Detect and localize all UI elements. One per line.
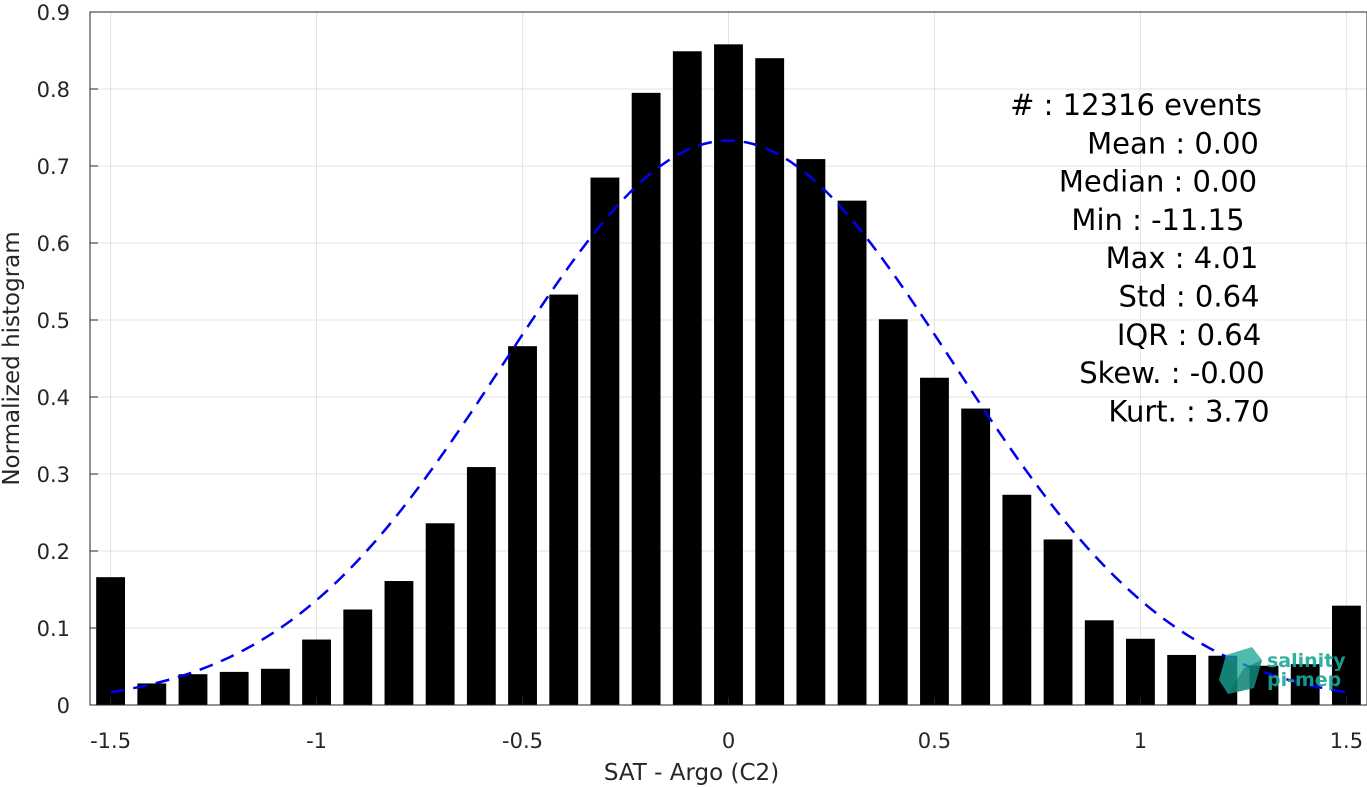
- y-tick-label: 0.9: [37, 1, 70, 25]
- stat-min: Min : -11.15: [1071, 203, 1244, 237]
- histogram-bar: [1084, 620, 1114, 705]
- y-tick-labels: 0 0.1 0.2 0.3 0.4 0.5 0.6 0.7 0.8 0.9: [37, 1, 70, 718]
- x-tick-label: -1.5: [90, 729, 131, 753]
- stats-block: # : 12316 events Mean : 0.00 Median : 0.…: [1010, 88, 1269, 428]
- y-tick-label: 0.5: [37, 309, 70, 333]
- histogram-bar: [755, 58, 785, 705]
- histogram-bar: [1290, 664, 1320, 705]
- x-tick-label: 0: [722, 729, 735, 753]
- x-tick-label: 1: [1134, 729, 1147, 753]
- histogram-bar: [1002, 494, 1032, 705]
- stat-max: Max : 4.01: [1106, 241, 1259, 275]
- y-tick-label: 0.1: [37, 617, 70, 641]
- x-tick-label: -0.5: [502, 729, 543, 753]
- y-tick-label: 0: [57, 694, 70, 718]
- histogram-bar: [96, 577, 126, 705]
- gaussian-fit-curve: [110, 139, 1347, 694]
- y-tick-label: 0.3: [37, 463, 70, 487]
- histogram-bar: [178, 674, 208, 705]
- y-tick-label: 0.7: [37, 155, 70, 179]
- histogram-bar: [961, 408, 991, 705]
- logo-text-salinity: salinity: [1267, 650, 1346, 672]
- salinity-pimep-logo: salinity pi-mep: [1219, 647, 1346, 694]
- x-tick-label: -1: [306, 729, 327, 753]
- stat-iqr: IQR : 0.64: [1117, 318, 1261, 352]
- histogram-bar: [837, 200, 867, 705]
- y-tick-label: 0.6: [37, 232, 70, 256]
- histogram-bar: [1167, 654, 1197, 705]
- histogram-bar: [219, 671, 249, 705]
- histogram-bar: [672, 51, 702, 705]
- histogram-bar: [425, 523, 455, 705]
- bars-layer: [96, 44, 1361, 706]
- histogram-bar: [466, 467, 496, 705]
- histogram-bar: [1331, 605, 1361, 705]
- histogram-bar: [1126, 638, 1155, 705]
- histogram-bar: [384, 581, 414, 705]
- histogram-bar: [796, 159, 826, 705]
- stat-kurtosis: Kurt. : 3.70: [1108, 394, 1269, 428]
- stat-skewness: Skew. : -0.00: [1079, 356, 1265, 390]
- x-tick-label: 1.5: [1330, 729, 1363, 753]
- stat-median: Median : 0.00: [1059, 165, 1257, 199]
- histogram-bar: [1043, 539, 1073, 705]
- histogram-bar: [920, 377, 949, 705]
- histogram-bar: [343, 609, 373, 705]
- x-tick-labels: -1.5 -1 -0.5 0 0.5 1 1.5: [90, 729, 1363, 753]
- logo-cube-shade: [1228, 660, 1262, 694]
- y-tick-label: 0.4: [37, 386, 70, 410]
- stat-mean: Mean : 0.00: [1087, 126, 1259, 160]
- logo-text-pimep: pi-mep: [1267, 669, 1341, 691]
- histogram-bar: [137, 683, 167, 705]
- y-tick-label: 0.2: [37, 540, 70, 564]
- ticks-layer: [90, 11, 1347, 706]
- y-tick-label: 0.8: [37, 78, 70, 102]
- histogram-bar: [508, 346, 537, 705]
- histogram-bar: [302, 639, 331, 705]
- stat-std: Std : 0.64: [1119, 280, 1260, 314]
- histogram-bar: [631, 92, 661, 706]
- x-axis-label: SAT - Argo (C2): [604, 760, 779, 786]
- x-tick-label: 0.5: [918, 729, 951, 753]
- y-axis-label: Normalized histogram: [0, 231, 25, 485]
- histogram-bar: [549, 294, 579, 705]
- histogram-bar: [590, 177, 620, 706]
- stat-events: # : 12316 events: [1010, 88, 1262, 122]
- histogram-bar: [878, 319, 908, 705]
- histogram-bar: [714, 44, 743, 705]
- histogram-bar: [260, 668, 290, 705]
